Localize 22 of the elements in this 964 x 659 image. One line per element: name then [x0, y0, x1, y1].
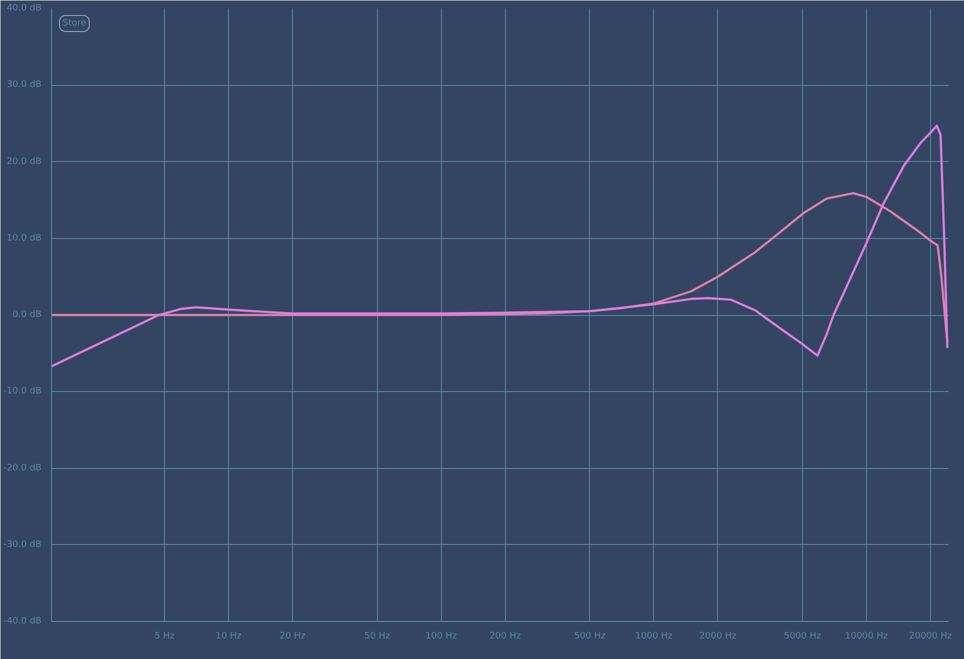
y-tick-label: -30.0 dB — [3, 540, 42, 550]
y-tick-label: 30.0 dB — [6, 80, 42, 90]
x-tick-label: 200 Hz — [489, 632, 522, 642]
x-tick-label: 10000 Hz — [845, 632, 888, 642]
x-tick-label: 1000 Hz — [635, 632, 673, 642]
y-tick-label: 10.0 dB — [6, 233, 42, 244]
x-tick-label: 10 Hz — [216, 632, 242, 642]
x-tick-label: 20 Hz — [280, 632, 306, 642]
y-tick-label: -40.0 dB — [3, 616, 42, 626]
x-tick-label: 50 Hz — [364, 632, 390, 642]
x-tick-label: 100 Hz — [425, 632, 458, 642]
x-tick-label: 20000 Hz — [909, 632, 952, 642]
y-tick-label: 40.0 dB — [6, 4, 42, 14]
x-tick-label: 2000 Hz — [699, 632, 737, 642]
y-tick-label: -10.0 dB — [3, 386, 42, 397]
x-tick-label: 500 Hz — [574, 632, 606, 642]
y-tick-label: -20.0 dB — [3, 463, 42, 474]
y-tick-label: 0.0 dB — [12, 310, 42, 320]
y-tick-label: 20.0 dB — [6, 156, 42, 167]
annotation: Store — [62, 18, 87, 28]
x-tick-label: 5 Hz — [154, 632, 175, 642]
x-tick-label: 5000 Hz — [784, 632, 822, 642]
